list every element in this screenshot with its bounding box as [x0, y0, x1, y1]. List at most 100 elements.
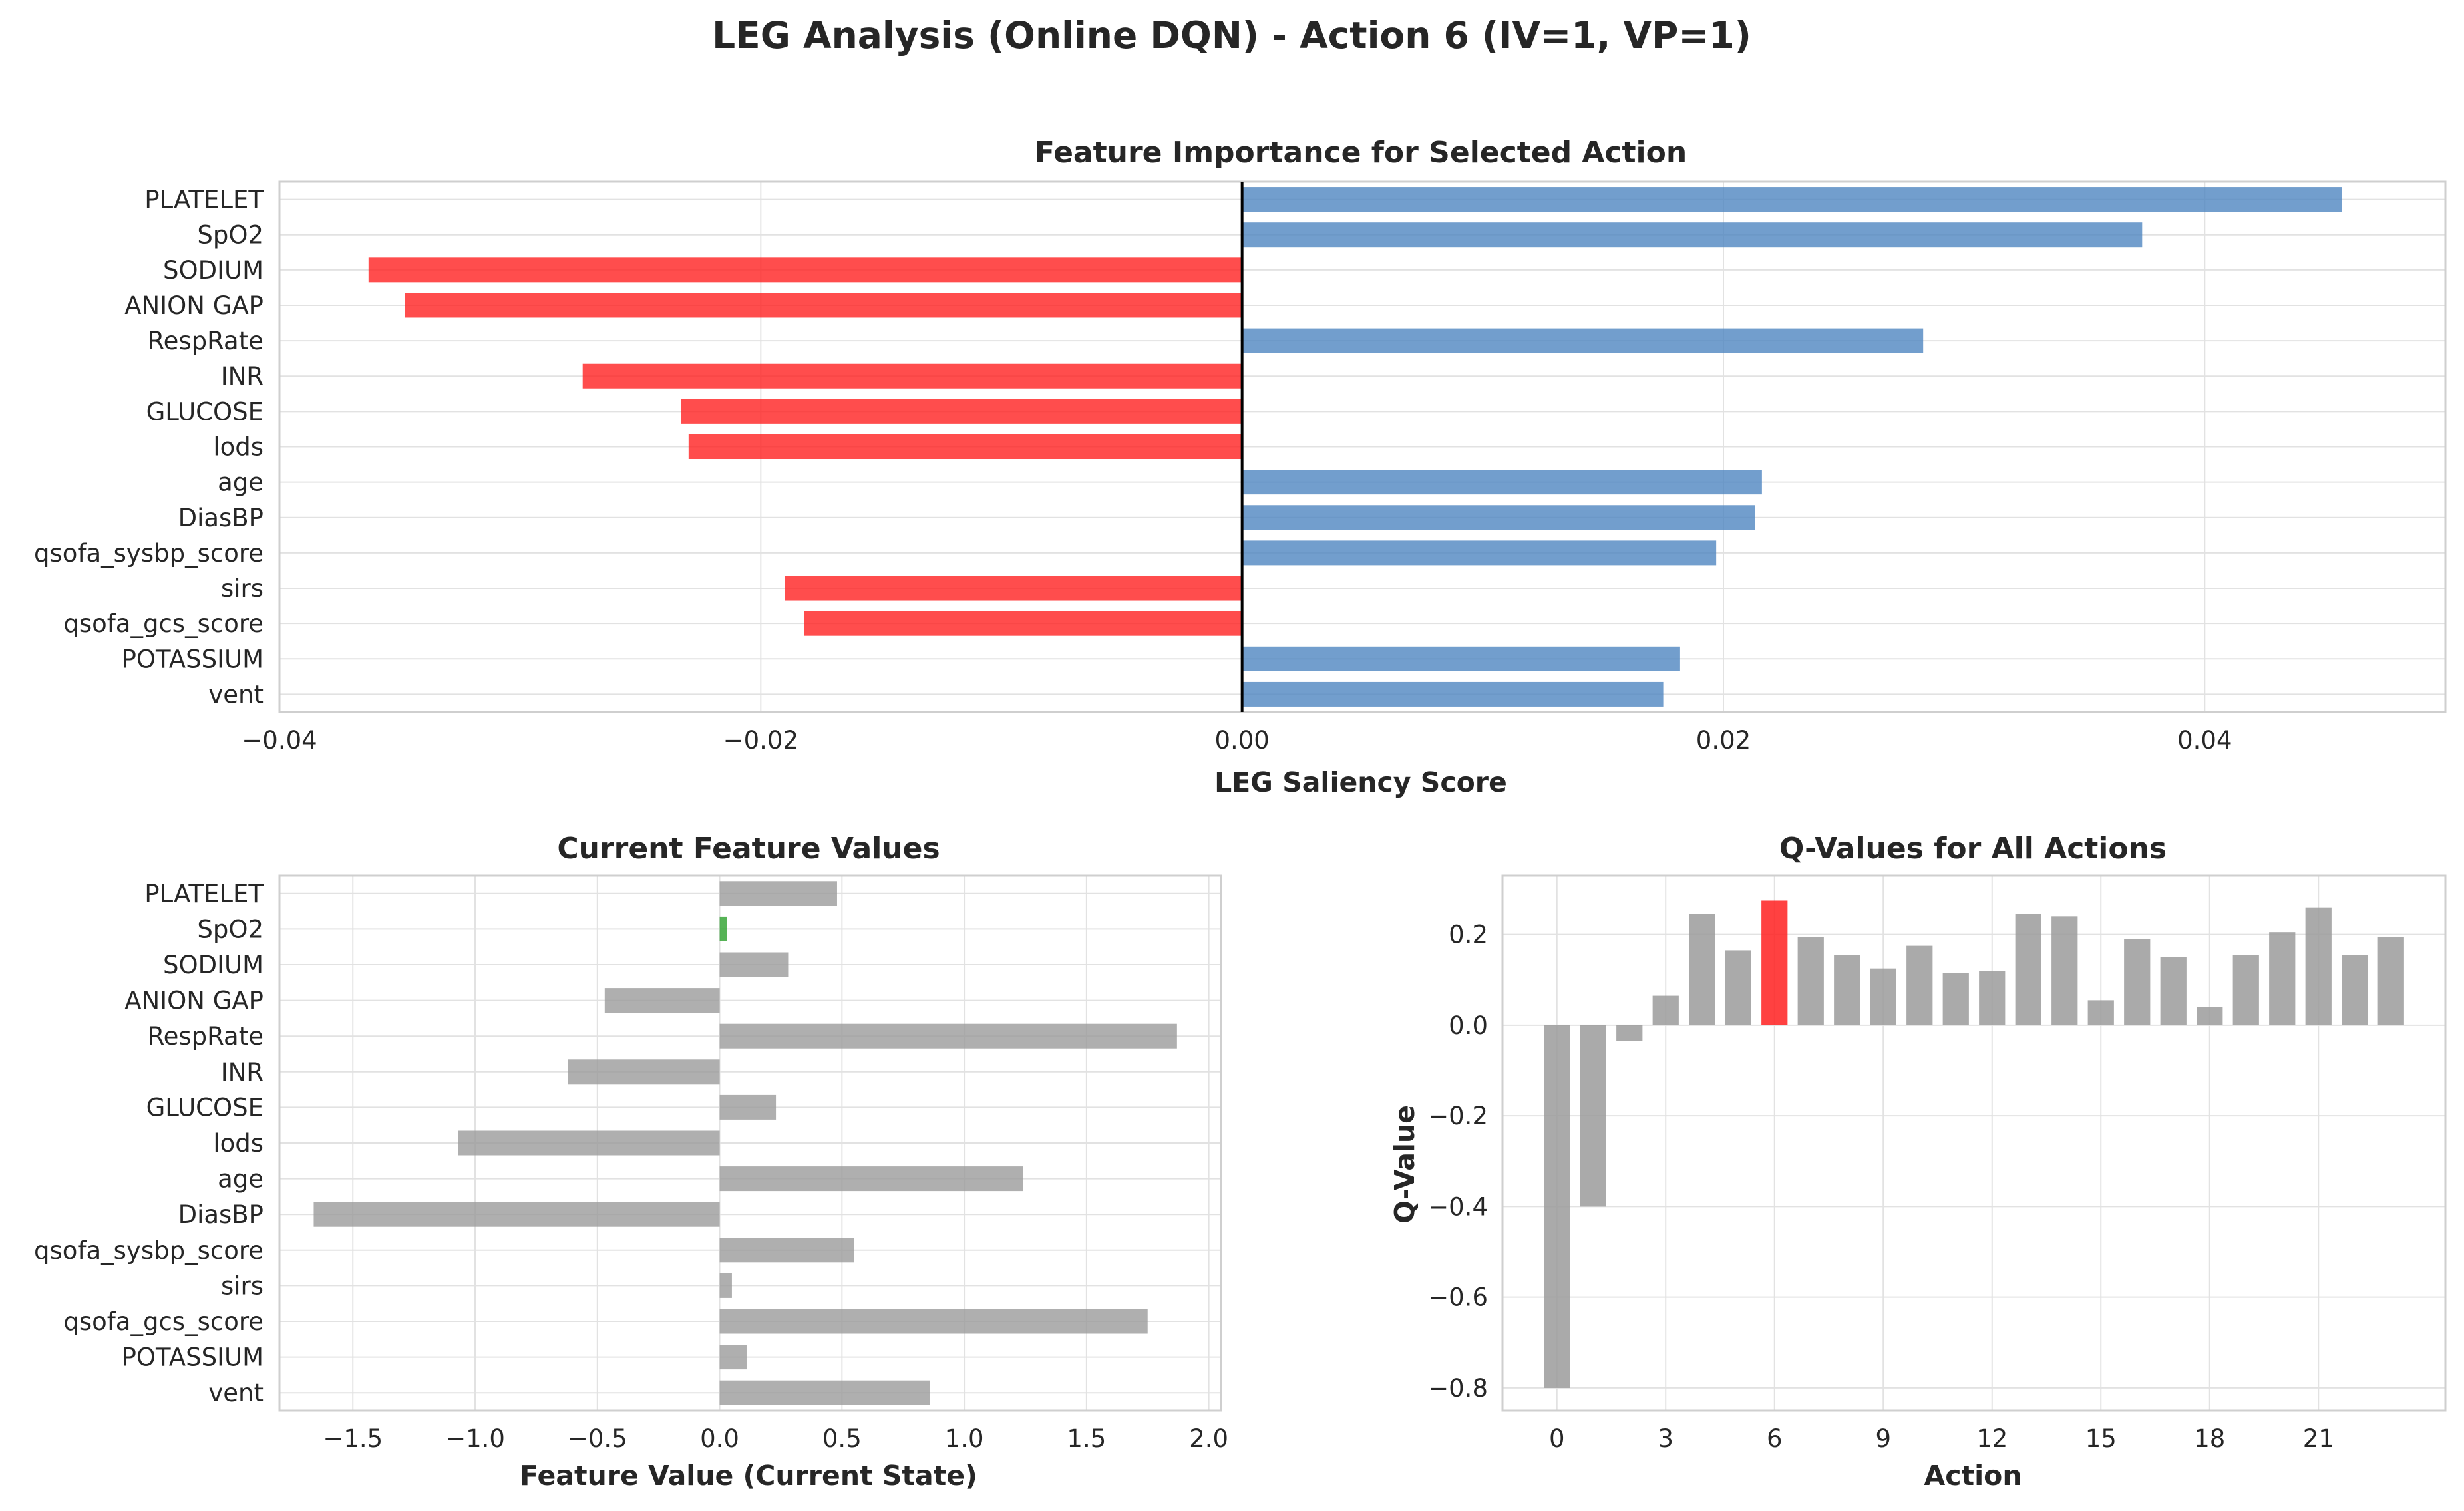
- q-values-chart-title: Q-Values for All Actions: [1779, 832, 2167, 866]
- importance-category-label: qsofa_sysbp_score: [34, 539, 264, 568]
- q-value-bar: [2377, 936, 2404, 1025]
- feature-values-x-axis-label: Feature Value (Current State): [520, 1460, 977, 1492]
- importance-chart-title: Feature Importance for Selected Action: [1035, 136, 1687, 170]
- importance-bar: [785, 576, 1242, 601]
- feature-values-bar: [719, 1345, 747, 1370]
- q-value-bar: [2015, 914, 2041, 1025]
- importance-x-axis-label: LEG Saliency Score: [1214, 766, 1507, 798]
- feature-values-plot-frame: [278, 874, 1222, 1412]
- importance-bar: [1242, 646, 1680, 671]
- importance-bar: [1242, 328, 1924, 353]
- importance-category-label: sirs: [221, 574, 264, 603]
- importance-category-label: SpO2: [197, 221, 264, 250]
- feature-values-category-label: vent: [208, 1379, 264, 1407]
- feature-values-bar: [568, 1059, 720, 1085]
- q-value-bar: [2232, 955, 2259, 1025]
- q-values-plot-frame: [1501, 874, 2447, 1412]
- feature-values-category-label: PLATELET: [144, 880, 264, 908]
- q-value-bar: [1580, 1025, 1606, 1207]
- feature-values-bar: [719, 916, 727, 941]
- importance-bar: [1242, 222, 2143, 248]
- importance-category-label: SODIUM: [163, 256, 264, 285]
- feature-values-category-label: qsofa_sysbp_score: [34, 1236, 264, 1265]
- figure-title: LEG Analysis (Online DQN) - Action 6 (IV…: [712, 14, 1751, 57]
- importance-category-label: lods: [213, 433, 264, 462]
- feature-values-category-label: GLUCOSE: [146, 1093, 264, 1122]
- q-values-x-tick-label: 6: [1767, 1425, 1783, 1453]
- feature-values-category-label: INR: [221, 1058, 264, 1087]
- q-values-x-tick-label: 15: [2085, 1425, 2117, 1453]
- importance-bar: [1242, 540, 1717, 566]
- feature-values-bar: [458, 1130, 720, 1156]
- q-values-x-tick-label: 3: [1658, 1425, 1673, 1453]
- feature-values-category-label: lods: [213, 1129, 264, 1158]
- importance-bar: [582, 363, 1242, 389]
- q-value-bar: [1942, 973, 1969, 1025]
- importance-bar: [681, 399, 1242, 424]
- feature-values-bar: [719, 1273, 732, 1298]
- importance-bar: [1242, 681, 1664, 707]
- importance-bar: [1242, 505, 1755, 530]
- feature-values-bar: [604, 988, 720, 1013]
- feature-values-bar: [719, 952, 789, 977]
- feature-values-x-tick-label: 0.0: [700, 1425, 739, 1453]
- q-value-bar-selected: [1761, 900, 1788, 1025]
- q-value-bar: [2087, 1000, 2114, 1025]
- feature-values-x-tick-label: −1.5: [323, 1425, 383, 1453]
- feature-values-x-tick-label: 1.0: [945, 1425, 984, 1453]
- q-values-x-tick-label: 12: [1976, 1425, 2008, 1453]
- feature-values-category-label: RespRate: [148, 1022, 264, 1051]
- q-values-x-axis-label: Action: [1924, 1460, 2022, 1492]
- q-value-bar: [2160, 957, 2187, 1025]
- q-values-x-tick-label: 21: [2303, 1425, 2334, 1453]
- q-value-bar: [2305, 907, 2332, 1025]
- q-values-y-tick-label: −0.6: [1428, 1283, 1488, 1312]
- feature-values-category-label: age: [218, 1165, 264, 1194]
- feature-values-x-tick-label: −1.0: [445, 1425, 505, 1453]
- importance-x-tick-label: 0.00: [1214, 726, 1269, 755]
- feature-values-bar: [313, 1202, 720, 1227]
- importance-bar: [688, 434, 1242, 459]
- q-values-y-axis-label: Q-Value: [1389, 1105, 1421, 1224]
- feature-values-category-label: SpO2: [197, 915, 264, 943]
- q-value-bar: [2124, 939, 2151, 1025]
- importance-x-tick-label: −0.02: [723, 726, 798, 755]
- feature-values-category-label: POTASSIUM: [122, 1343, 264, 1372]
- q-value-bar: [1870, 968, 1896, 1025]
- q-values-x-tick-label: 18: [2194, 1425, 2225, 1453]
- importance-bar: [804, 611, 1242, 636]
- q-value-bar: [2051, 916, 2078, 1025]
- q-values-y-tick-label: −0.2: [1428, 1102, 1488, 1130]
- feature-values-category-label: sirs: [221, 1271, 264, 1300]
- feature-values-x-tick-label: 1.5: [1067, 1425, 1106, 1453]
- feature-values-bar: [719, 1309, 1148, 1334]
- feature-values-bar: [719, 1094, 777, 1120]
- importance-x-tick-label: 0.04: [2177, 726, 2232, 755]
- importance-bar: [1242, 470, 1762, 495]
- importance-category-label: DiasBP: [178, 504, 264, 532]
- feature-values-x-tick-label: 2.0: [1189, 1425, 1228, 1453]
- importance-category-label: qsofa_gcs_score: [63, 609, 264, 638]
- feature-values-category-label: qsofa_gcs_score: [63, 1307, 264, 1336]
- importance-category-label: RespRate: [148, 327, 264, 355]
- feature-values-chart: Current Feature Values Feature Value (Cu…: [34, 832, 1228, 1492]
- q-value-bar: [1544, 1025, 1570, 1388]
- importance-category-label: GLUCOSE: [146, 397, 264, 426]
- q-value-bar: [1979, 971, 2006, 1025]
- importance-bar: [1242, 187, 2342, 212]
- importance-category-label: PLATELET: [144, 186, 264, 214]
- feature-values-category-label: ANION GAP: [124, 987, 264, 1015]
- q-value-bar: [2269, 932, 2296, 1025]
- feature-values-category-label: DiasBP: [178, 1200, 264, 1229]
- q-value-bar: [1616, 1025, 1643, 1041]
- importance-x-tick-label: −0.04: [242, 726, 317, 755]
- feature-values-bar: [719, 1380, 930, 1405]
- importance-category-label: vent: [208, 680, 264, 709]
- feature-values-bar: [719, 1166, 1023, 1192]
- importance-x-tick-label: 0.02: [1696, 726, 1751, 755]
- q-value-bar: [2342, 955, 2368, 1025]
- importance-chart: Feature Importance for Selected Action L…: [34, 136, 2447, 798]
- q-value-bar: [1689, 914, 1715, 1025]
- q-values-y-tick-label: −0.4: [1428, 1192, 1488, 1221]
- feature-values-x-tick-label: −0.5: [568, 1425, 627, 1453]
